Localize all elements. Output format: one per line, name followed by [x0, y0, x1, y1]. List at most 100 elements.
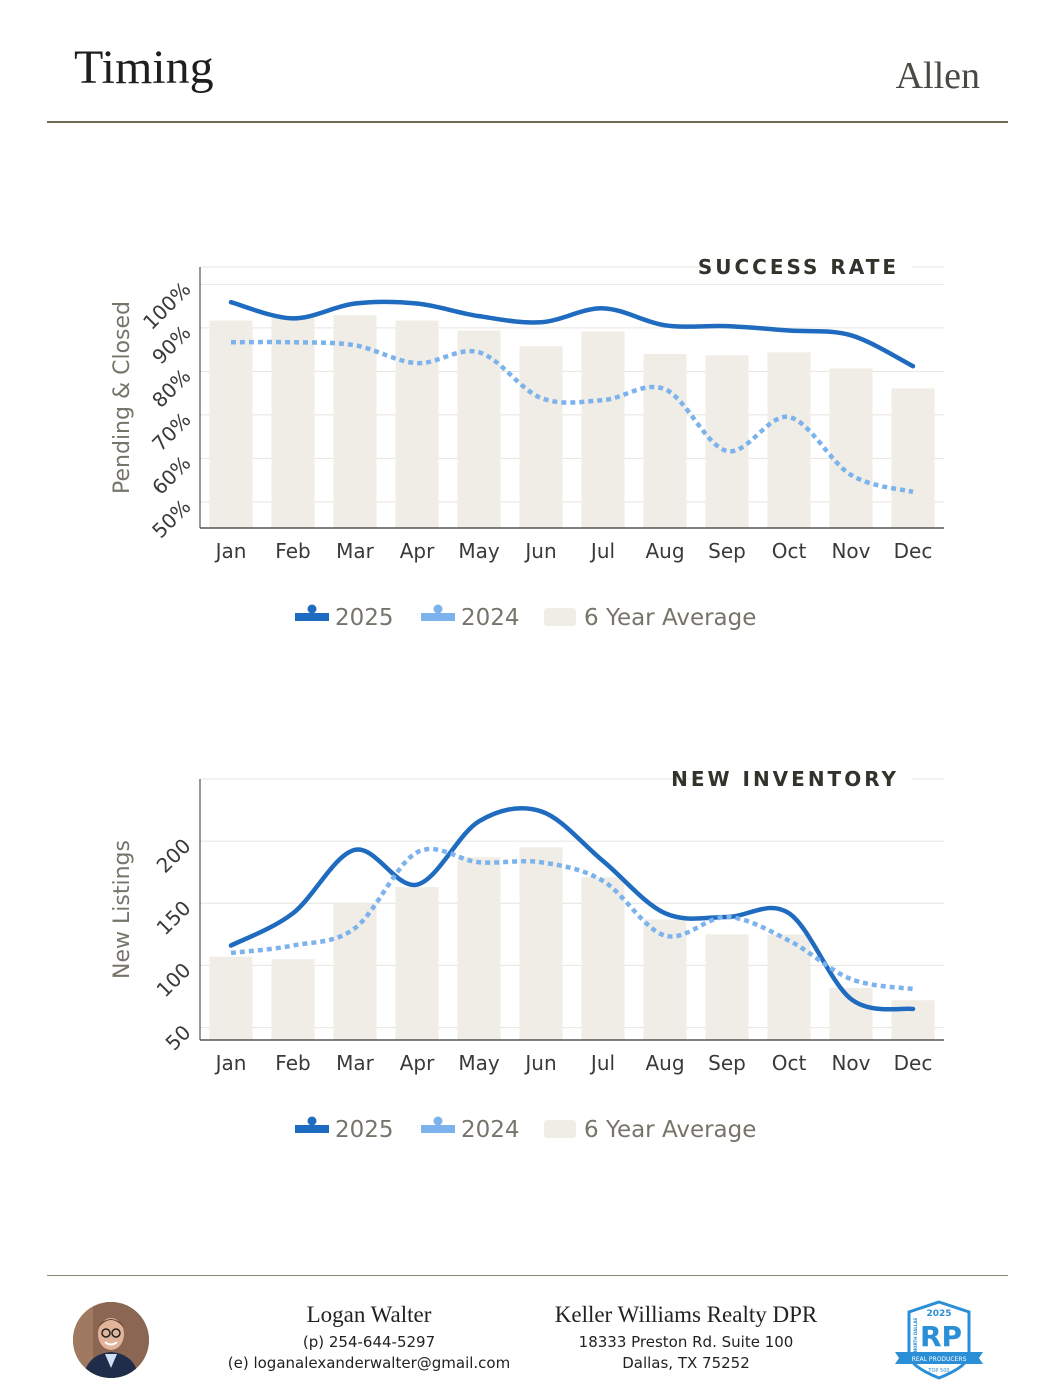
bar-6-year-average-may [457, 857, 501, 1040]
bar-6-year-average-mar [333, 903, 377, 1040]
badge-rank: TOP 500 [927, 1368, 949, 1374]
legend-average-swatch [544, 1120, 576, 1138]
legend: 2025 2024 6 Year Average [295, 604, 756, 631]
badge-year: 2025 [926, 1309, 951, 1319]
x-tick-label: Dec [894, 1051, 933, 1075]
y-axis-title: New Listings [110, 840, 135, 979]
x-tick-label: Nov [831, 539, 870, 563]
legend-average-label: 6 Year Average [584, 1117, 756, 1143]
brokerage-name: Keller Williams Realty DPR [554, 1302, 818, 1327]
bar-6-year-average-jan [209, 320, 253, 528]
y-tick-label: 100 [152, 958, 196, 1002]
x-tick-label: Jan [214, 539, 247, 563]
bar-6-year-average-jun [519, 346, 563, 528]
x-tick-label: Oct [772, 539, 807, 563]
bar-6-year-average-oct [767, 352, 811, 528]
agent-phone[interactable]: (p) 254-644-5297 [302, 1333, 436, 1351]
legend: 2025 2024 6 Year Average [295, 1116, 756, 1143]
y-tick-label: 50% [147, 494, 195, 542]
legend-average-label: 6 Year Average [584, 605, 756, 631]
bar-6-year-average-aug [643, 919, 687, 1040]
legend-2024-swatch [421, 1125, 455, 1133]
legend-2025-label: 2025 [335, 1117, 394, 1143]
legend-2025-swatch [295, 1125, 329, 1133]
x-tick-label: Feb [275, 1051, 310, 1075]
bar-6-year-average-jul [581, 877, 625, 1040]
x-tick-label: Apr [400, 539, 435, 563]
x-tick-label: Aug [645, 1051, 684, 1075]
bar-6-year-average-apr [395, 887, 439, 1040]
line-series-2025 [228, 299, 916, 369]
brokerage-address-line2: Dallas, TX 75252 [622, 1354, 750, 1372]
legend-2024-label: 2024 [461, 1117, 520, 1143]
bar-6-year-average-jan [209, 956, 253, 1040]
header-divider [47, 121, 1008, 123]
bar-6-year-average-jul [581, 331, 625, 528]
x-tick-label: Nov [831, 1051, 870, 1075]
x-tick-label: Jun [523, 539, 556, 563]
chart-title: NEW INVENTORY [671, 767, 899, 791]
page-title: Timing [74, 41, 214, 94]
legend-2024-marker [433, 604, 443, 614]
x-tick-label: Sep [708, 539, 746, 563]
legend-average-swatch [544, 608, 576, 626]
badge-region: NORTH DALLAS [913, 1318, 918, 1353]
line-series-2024 [230, 339, 914, 495]
x-tick-label: Mar [336, 1051, 375, 1075]
legend-2025-label: 2025 [335, 605, 394, 631]
x-tick-label: Mar [336, 539, 375, 563]
y-tick-label: 200 [152, 834, 196, 878]
x-tick-label: Jan [214, 1051, 247, 1075]
location-label: Allen [895, 55, 980, 97]
bar-6-year-average-feb [271, 959, 315, 1040]
badge-mark: RP [920, 1320, 962, 1353]
legend-2024-swatch [421, 613, 455, 621]
bar-6-year-average-nov [829, 987, 873, 1040]
bar-6-year-average-dec [891, 1000, 935, 1040]
real-producers-badge-logo: 2025 NORTH DALLAS RP REAL PRODUCERS TOP … [895, 1300, 983, 1380]
brokerage-address-line1: 18333 Preston Rd. Suite 100 [578, 1333, 794, 1351]
x-tick-label: Jun [523, 1051, 556, 1075]
bar-6-year-average-sep [705, 355, 749, 528]
y-tick-label: 150 [152, 896, 196, 940]
chart-title: SUCCESS RATE [698, 255, 899, 279]
x-tick-label: May [458, 1051, 500, 1075]
bar-6-year-average-apr [395, 320, 439, 528]
legend-2025-marker [307, 1116, 317, 1126]
x-tick-label: Aug [645, 539, 684, 563]
agent-contact: Logan Walter (p) 254-644-5297 (e) logana… [200, 1302, 538, 1372]
line-series-2025 [228, 805, 916, 1012]
legend-2025-swatch [295, 613, 329, 621]
y-tick-label: 50 [161, 1020, 196, 1055]
bar-6-year-average-may [457, 330, 501, 528]
bar-6-year-average-aug [643, 354, 687, 528]
legend-2025-marker [307, 604, 317, 614]
y-axis-title: Pending & Closed [110, 301, 135, 494]
legend-2024-label: 2024 [461, 605, 520, 631]
x-tick-label: Oct [772, 1051, 807, 1075]
legend-2024-marker [433, 1116, 443, 1126]
y-tick-label: 60% [147, 451, 195, 499]
x-tick-label: Dec [894, 539, 933, 563]
bar-6-year-average-sep [705, 934, 749, 1040]
badge-ribbon: REAL PRODUCERS [912, 1356, 967, 1363]
brokerage-info: Keller Williams Realty DPR 18333 Preston… [536, 1302, 836, 1372]
line-series-2024 [230, 846, 914, 992]
bar-6-year-average-dec [891, 388, 935, 528]
x-tick-label: Feb [275, 539, 310, 563]
bar-6-year-average-jun [519, 847, 563, 1040]
x-tick-label: Sep [708, 1051, 746, 1075]
x-tick-label: Jul [589, 1051, 615, 1075]
bar-6-year-average-feb [271, 317, 315, 528]
x-tick-label: Apr [400, 1051, 435, 1075]
x-tick-label: Jul [589, 539, 615, 563]
bar-6-year-average-nov [829, 368, 873, 528]
footer-divider [47, 1275, 1008, 1276]
agent-name: Logan Walter [306, 1302, 432, 1327]
agent-email[interactable]: (e) loganalexanderwalter@gmail.com [227, 1354, 511, 1372]
y-tick-label: 70% [147, 407, 195, 455]
y-tick-label: 80% [147, 364, 195, 412]
agent-avatar [73, 1302, 149, 1378]
y-tick-label: 100% [138, 277, 195, 334]
